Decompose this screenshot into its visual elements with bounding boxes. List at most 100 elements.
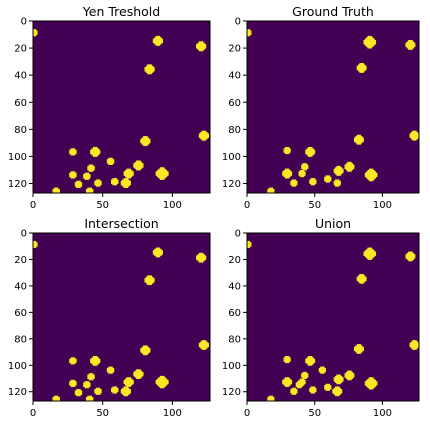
mask-pixel <box>306 148 309 151</box>
mask-pixel <box>414 344 417 346</box>
mask-pixel <box>141 374 144 377</box>
mask-pixel <box>375 174 378 176</box>
mask-pixel <box>91 378 94 381</box>
mask-pixel <box>77 391 80 394</box>
mask-pixel <box>299 169 302 172</box>
mask-pixel <box>72 362 74 365</box>
y-tick-label: 60 <box>228 308 241 319</box>
mask-pixel <box>336 394 339 397</box>
mask-pixel <box>371 254 374 256</box>
mask-pixel <box>111 369 113 372</box>
mask-pixel <box>271 398 274 401</box>
mask-pixel <box>53 187 56 190</box>
mask-pixel <box>368 248 371 251</box>
mask-pixel <box>78 186 81 189</box>
mask-pixel <box>77 180 80 183</box>
mask-pixel <box>287 169 290 172</box>
mask-pixel <box>200 133 203 136</box>
mask-pixel <box>204 45 207 48</box>
mask-pixel <box>70 175 73 178</box>
mask-pixel <box>154 252 157 255</box>
mask-pixel <box>347 169 349 172</box>
mask-pixel <box>367 378 370 381</box>
mask-pixel <box>284 171 287 174</box>
mask-pixel <box>157 171 159 174</box>
mask-pixel <box>408 258 410 260</box>
mask-pixel <box>91 152 94 155</box>
mask-pixel <box>198 345 201 348</box>
mask-pixel <box>283 383 286 386</box>
mask-pixel <box>95 357 98 360</box>
mask-pixel <box>364 279 367 282</box>
mask-pixel <box>370 42 372 45</box>
mask-pixel <box>348 374 351 377</box>
mask-pixel <box>92 167 95 170</box>
mask-pixel <box>113 183 116 186</box>
mask-pixel <box>375 175 378 178</box>
mask-pixel <box>374 382 377 385</box>
mask-pixel <box>303 168 306 171</box>
mask-pixel <box>56 398 59 401</box>
mask-pixel <box>109 160 112 163</box>
mask-pixel <box>302 163 305 165</box>
mask-pixel <box>412 132 414 134</box>
mask-pixel <box>90 374 92 377</box>
mask-pixel <box>272 188 275 191</box>
mask-pixel <box>310 391 313 394</box>
mask-pixel <box>129 176 131 179</box>
mask-pixel <box>364 68 367 71</box>
mask-pixel <box>370 37 372 40</box>
mask-pixel <box>148 67 151 69</box>
mask-pixel <box>347 167 349 170</box>
mask-pixel <box>286 146 289 149</box>
mask-pixel <box>91 361 94 364</box>
mask-pixel <box>152 69 155 72</box>
mask-pixel <box>328 175 331 178</box>
mask-pixel <box>134 163 137 165</box>
mask-pixel <box>248 30 251 33</box>
mask-pixel <box>145 144 148 147</box>
mask-pixel <box>284 151 287 153</box>
mask-pixel <box>165 174 168 176</box>
mask-pixel <box>325 176 328 179</box>
mask-pixel <box>410 344 413 346</box>
mask-pixel <box>367 174 370 176</box>
mask-pixel <box>302 377 305 379</box>
mask-pixel <box>287 172 290 175</box>
mask-pixel <box>151 71 154 73</box>
mask-pixel <box>358 348 360 350</box>
mask-pixel <box>95 393 98 395</box>
mask-pixel <box>141 163 144 165</box>
mask-pixel <box>360 137 363 140</box>
mask-pixel <box>268 190 271 193</box>
mask-pixel <box>152 39 155 42</box>
mask-pixel <box>247 29 249 31</box>
mask-pixel <box>356 134 359 137</box>
x-tick-label: 0 <box>244 408 250 419</box>
mask-pixel <box>359 352 362 354</box>
mask-pixel <box>368 35 371 38</box>
mask-pixel <box>351 377 354 379</box>
mask-pixel <box>157 382 159 385</box>
mask-pixel <box>298 174 301 176</box>
mask-pixel <box>201 46 204 49</box>
mask-pixel <box>294 387 297 390</box>
mask-pixel <box>124 382 127 385</box>
mask-pixel <box>339 390 341 393</box>
mask-pixel <box>124 169 127 172</box>
mask-pixel <box>203 44 205 46</box>
mask-pixel <box>97 179 99 182</box>
mask-pixel <box>326 385 329 387</box>
mask-pixel <box>302 382 305 385</box>
mask-pixel <box>126 169 129 172</box>
mask-pixel <box>111 366 113 369</box>
mask-pixel <box>157 378 159 381</box>
mask-pixel <box>305 167 307 170</box>
mask-pixel <box>344 373 347 375</box>
mask-pixel <box>356 141 359 144</box>
mask-pixel <box>124 179 127 182</box>
mask-pixel <box>364 383 367 386</box>
mask-pixel <box>204 46 207 49</box>
mask-pixel <box>140 350 143 353</box>
mask-pixel <box>310 153 313 156</box>
